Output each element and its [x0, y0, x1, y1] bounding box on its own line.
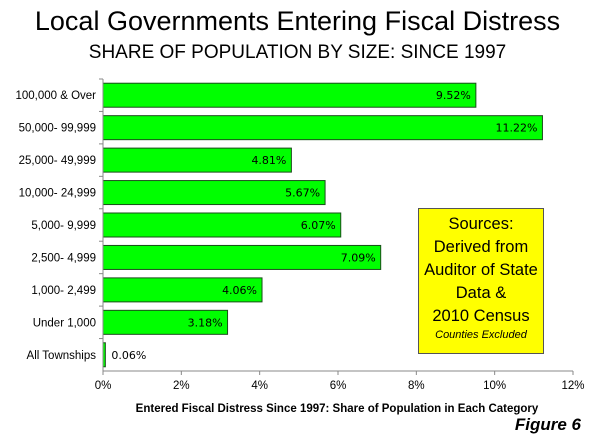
data-label: 11.22% [495, 122, 537, 135]
data-labels: 9.52% 11.22% 4.81% 5.67% 6.07% 7.09% 4.06% 3.18… [111, 89, 537, 362]
category-label: 2,500- 4,999 [31, 252, 96, 264]
category-label: 50,000- 99,999 [19, 123, 96, 135]
sources-line: Sources: [448, 215, 514, 233]
sources-line: Derived from [433, 238, 529, 256]
data-label: 4.81% [251, 154, 286, 167]
sources-line: Auditor of State [424, 261, 538, 279]
category-label: All Townships [27, 350, 97, 362]
bar [102, 115, 543, 141]
category-label: 100,000 & Over [15, 90, 96, 102]
sources-line: Data & [455, 284, 507, 302]
bar [102, 147, 292, 173]
data-label: 5.67% [285, 187, 320, 200]
category-label: 5,000- 9,999 [31, 220, 96, 232]
data-label: 6.07% [301, 219, 336, 232]
x-tick-label: 6% [330, 380, 347, 392]
sources-line: 2010 Census [432, 307, 530, 325]
data-label: 7.09% [341, 251, 376, 264]
x-tick-label: 2% [173, 380, 190, 392]
x-tick-label: 8% [408, 380, 425, 392]
chart-title: Local Governments Entering Fiscal Distre… [34, 6, 561, 36]
category-label: Under 1,000 [33, 317, 96, 329]
bar [102, 244, 382, 270]
x-tick-label: 4% [251, 380, 268, 392]
category-labels: 100,000 & Over 50,000- 99,999 25,000- 49,9… [15, 90, 96, 362]
sources-box: Sources: Derived from Auditor of State D… [418, 208, 544, 354]
bar [102, 82, 477, 108]
data-label: 3.18% [188, 316, 223, 329]
x-tick-label: 10% [483, 380, 506, 392]
x-axis-title: Entered Fiscal Distress Since 1997: Shar… [136, 403, 539, 415]
data-label: 0.06% [111, 349, 146, 362]
x-tick-labels: 0% 2% 4% 6% 8% 10% 12% [95, 371, 585, 392]
x-tick-label: 0% [95, 380, 112, 392]
category-label: 25,000- 49,999 [19, 155, 96, 167]
sources-note: Counties Excluded [435, 329, 527, 341]
data-label: 4.06% [222, 284, 257, 297]
bar [102, 180, 326, 206]
bar [102, 212, 342, 238]
chart-subtitle: SHARE OF POPULATION BY SIZE: SINCE 1997 [88, 42, 507, 63]
data-label: 9.52% [436, 89, 471, 102]
category-label: 10,000- 24,999 [19, 188, 96, 200]
category-label: 1,000- 2,499 [31, 285, 96, 297]
figure-label: Figure 6 [514, 415, 581, 434]
bar [102, 277, 263, 303]
x-tick-label: 12% [561, 380, 584, 392]
bars-layer [99, 78, 543, 368]
